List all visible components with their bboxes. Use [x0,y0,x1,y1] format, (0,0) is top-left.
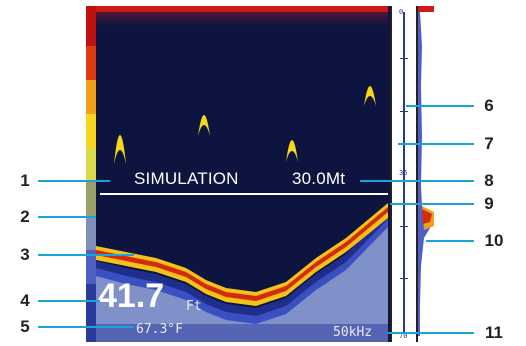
callout-leader-8 [360,180,474,182]
callout-number-9: 9 [484,194,494,213]
callout-leader-5 [38,326,134,328]
scale-label-mid: 35 [399,169,408,177]
callout-number-7: 7 [484,134,494,153]
depth-value: 41.7 [98,277,165,315]
simulation-label: SIMULATION [134,169,239,188]
callout-leader-9 [390,203,474,205]
callout-number-1: 1 [20,171,30,190]
callout-leader-2 [38,216,96,218]
callout-leader-3 [38,254,134,256]
callout-number-4: 4 [20,291,30,310]
scale-label-bottom: 70 [399,332,408,340]
frequency-readout: 50kHz [333,325,373,340]
fish-arch-icon [364,86,376,106]
callout-number-3: 3 [20,245,30,264]
callout-leader-1 [38,180,110,182]
callout-leader-7 [398,143,474,145]
amplitude-histogram [418,6,434,342]
callout-leader-4 [38,300,100,302]
callout-number-5: 5 [20,317,30,336]
callout-leader-6 [406,105,474,107]
callout-number-6: 6 [484,96,494,115]
range-label: 30.0Mt [292,169,346,188]
callout-number-2: 2 [20,207,30,226]
callout-leader-10 [426,240,474,242]
callout-number-10: 10 [484,231,504,250]
color-scale-bar [86,6,96,342]
fish-arch-icon [198,115,210,136]
fish-arch-icon [114,135,126,164]
callout-number-8: 8 [484,171,494,190]
sonar-echo-display [96,6,388,342]
scale-label-top: 0 [399,8,404,16]
sonar-screen: SIMULATION 30.0Mt 41.7 Ft 67.3°F 50kHz [86,6,434,342]
depth-scale-strip: 0 35 70 [390,6,418,342]
callout-leader-11 [388,332,474,334]
fish-arch-icon [286,140,298,162]
callout-number-11: 11 [485,323,503,342]
temperature-readout: 67.3°F [136,322,183,337]
depth-unit: Ft [186,299,202,314]
